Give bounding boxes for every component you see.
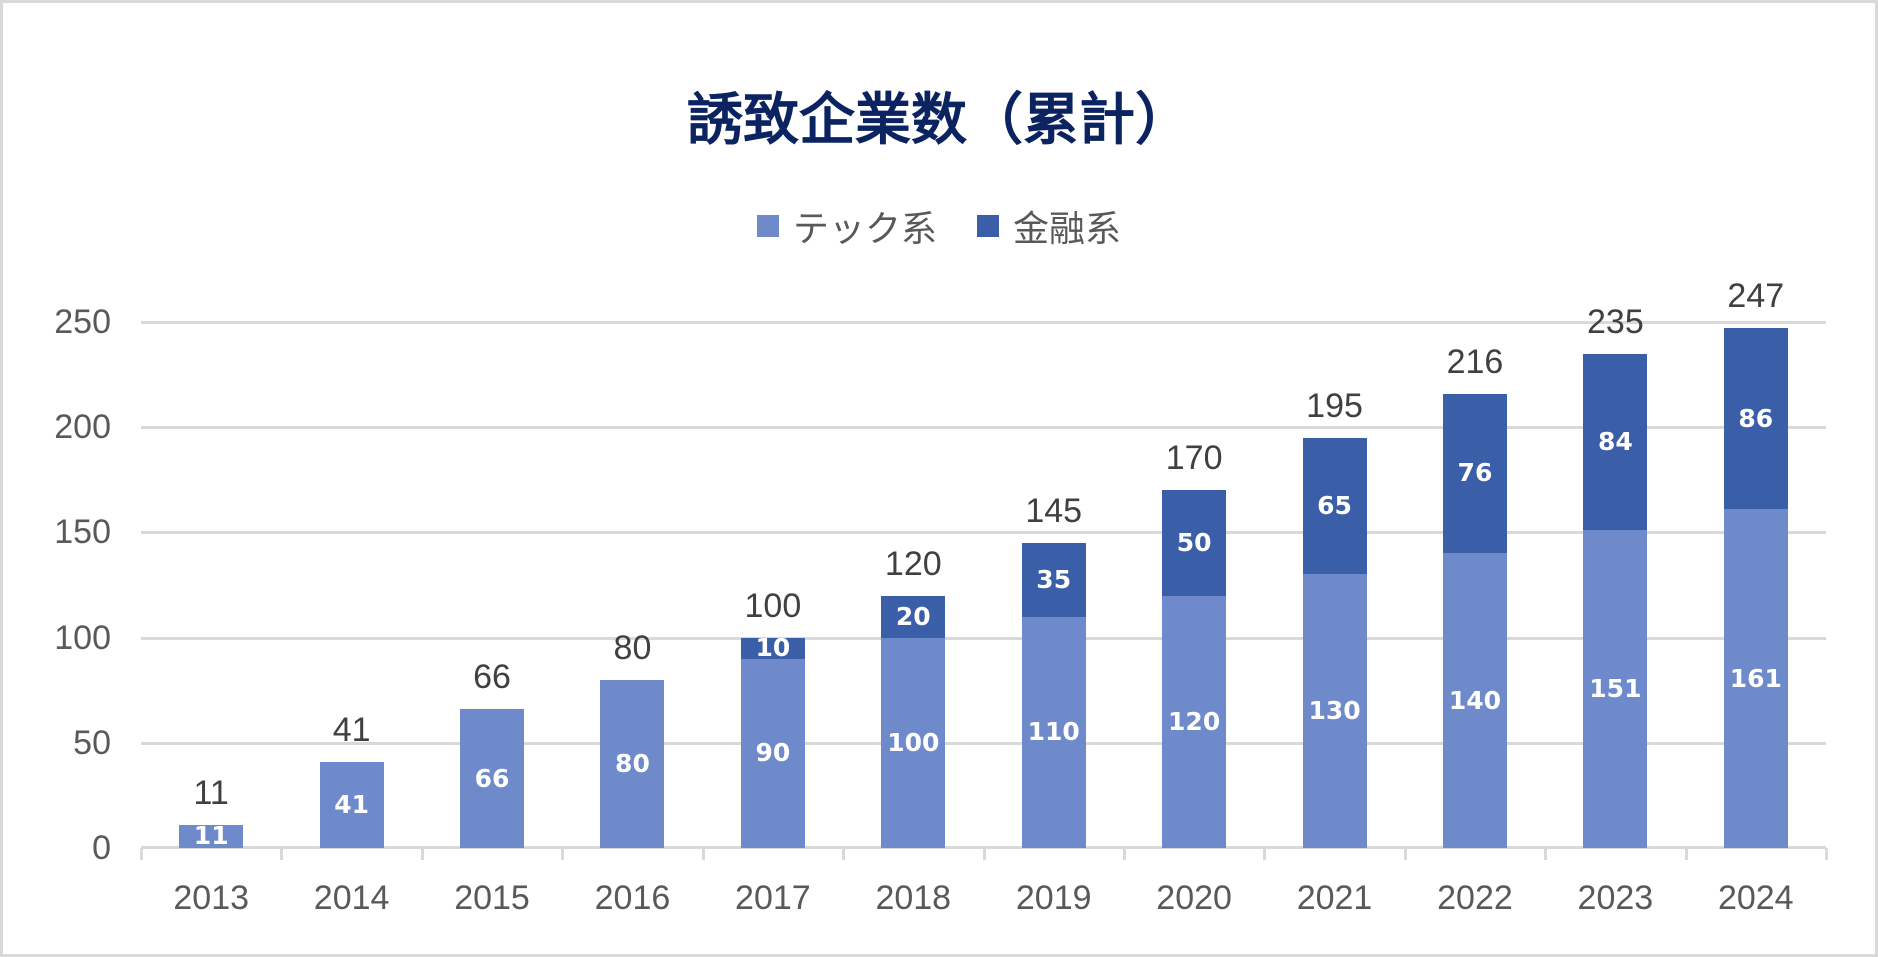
segment-value-label: 65 (1317, 491, 1352, 521)
x-axis-label: 2021 (1296, 879, 1373, 917)
segment-value-label: 110 (1027, 717, 1080, 747)
legend-item-finance[interactable]: 金融系 (977, 200, 1121, 252)
legend-swatch-finance-icon (977, 215, 999, 237)
total-value-label: 247 (1727, 277, 1785, 316)
bar-segment-tech[interactable]: 66 (460, 709, 525, 848)
x-axis-label: 2016 (594, 879, 671, 917)
segment-value-label: 120 (1168, 706, 1221, 736)
gridline (141, 321, 1826, 324)
x-axis-label: 2019 (1015, 879, 1092, 917)
bar-segment-tech[interactable]: 130 (1302, 574, 1367, 848)
bar-segment-tech[interactable]: 140 (1442, 553, 1507, 848)
total-value-label: 66 (473, 658, 511, 697)
segment-value-label: 35 (1036, 564, 1072, 594)
legend-swatch-tech-icon (756, 215, 779, 237)
total-value-label: 41 (332, 710, 371, 749)
x-axis-line (141, 846, 1826, 849)
bar-segment-tech[interactable]: 120 (1162, 595, 1227, 848)
bar-segment-tech[interactable]: 110 (1021, 616, 1086, 848)
total-value-label: 120 (884, 544, 942, 583)
x-tick-mark (1122, 848, 1126, 860)
x-axis-label: 2022 (1437, 879, 1513, 917)
segment-value-label: 76 (1457, 458, 1493, 488)
x-tick-mark (1403, 848, 1407, 860)
y-tick-label: 100 (54, 618, 111, 657)
total-value-label: 11 (193, 773, 229, 812)
bar-segment-tech[interactable]: 90 (740, 658, 805, 848)
segment-value-label: 84 (1597, 426, 1633, 456)
segment-value-label: 20 (895, 601, 931, 631)
legend-item-tech[interactable]: テック系 (756, 200, 937, 252)
gridline (141, 636, 1826, 640)
segment-value-label: 90 (755, 738, 791, 768)
bar-segment-finance[interactable]: 20 (881, 595, 946, 638)
total-value-label: 100 (744, 586, 802, 625)
x-tick-mark (842, 848, 846, 860)
x-tick-mark (982, 848, 986, 860)
x-tick-mark (420, 848, 424, 860)
y-tick-label: 250 (54, 303, 111, 341)
x-axis-label: 2015 (454, 879, 530, 917)
gridline (141, 741, 1826, 745)
x-tick-mark (140, 848, 143, 860)
x-tick-mark (561, 848, 565, 860)
bar-segment-finance[interactable]: 65 (1302, 437, 1367, 575)
total-value-label: 195 (1306, 386, 1363, 425)
segment-value-label: 80 (615, 748, 650, 778)
x-tick-mark (1544, 848, 1548, 860)
segment-value-label: 50 (1176, 527, 1212, 557)
bar-segment-finance[interactable]: 84 (1583, 353, 1648, 531)
segment-value-label: 41 (334, 789, 370, 819)
x-tick-mark (280, 848, 284, 860)
x-tick-mark (1684, 848, 1688, 860)
chart-title: 誘致企業数（累計） (687, 88, 1191, 153)
legend: テック系 金融系 (0, 204, 1878, 250)
x-axis-label: 2024 (1717, 879, 1794, 917)
bar-segment-finance[interactable]: 10 (740, 637, 805, 659)
gridline (141, 426, 1826, 430)
bar-segment-tech[interactable]: 151 (1583, 530, 1648, 848)
y-tick-label: 200 (54, 408, 111, 447)
x-axis-label: 2023 (1577, 879, 1654, 917)
segment-value-label: 86 (1738, 403, 1774, 433)
total-value-label: 235 (1587, 302, 1644, 341)
total-value-label: 145 (1025, 491, 1083, 530)
x-tick-mark (701, 848, 705, 860)
x-axis-label: 2020 (1156, 879, 1232, 917)
legend-label-tech: テック系 (792, 209, 937, 250)
bar-segment-finance[interactable]: 86 (1723, 328, 1788, 510)
y-tick-label: 50 (73, 723, 111, 762)
bar-segment-tech[interactable]: 80 (600, 679, 665, 848)
x-axis-label: 2017 (735, 879, 811, 917)
bar-segment-tech[interactable]: 41 (319, 761, 384, 848)
x-tick-mark (1825, 848, 1828, 860)
x-axis-label: 2013 (173, 879, 250, 917)
segment-value-label: 10 (755, 637, 791, 659)
segment-value-label: 11 (193, 824, 229, 848)
bar-segment-finance[interactable]: 35 (1021, 542, 1086, 617)
segment-value-label: 100 (887, 727, 940, 757)
legend-label-finance: 金融系 (1013, 209, 1122, 250)
segment-value-label: 66 (474, 763, 510, 793)
total-value-label: 170 (1165, 439, 1223, 478)
y-tick-label: 0 (92, 829, 111, 867)
bar-segment-finance[interactable]: 50 (1162, 490, 1227, 596)
x-axis-label: 2018 (875, 879, 952, 917)
bar-segment-finance[interactable]: 76 (1442, 393, 1507, 554)
segment-value-label: 140 (1448, 685, 1502, 715)
total-value-label: 216 (1446, 342, 1504, 381)
segment-value-label: 151 (1589, 674, 1642, 704)
bar-segment-tech[interactable]: 161 (1723, 509, 1788, 848)
y-tick-label: 150 (54, 513, 111, 552)
segment-value-label: 130 (1308, 696, 1361, 726)
bar-segment-tech[interactable]: 11 (179, 824, 244, 848)
total-value-label: 80 (613, 628, 652, 667)
x-axis-label: 2014 (313, 879, 390, 917)
gridline (141, 531, 1826, 535)
segment-value-label: 161 (1729, 663, 1782, 693)
x-tick-mark (1263, 848, 1267, 860)
bar-segment-tech[interactable]: 100 (881, 637, 946, 848)
